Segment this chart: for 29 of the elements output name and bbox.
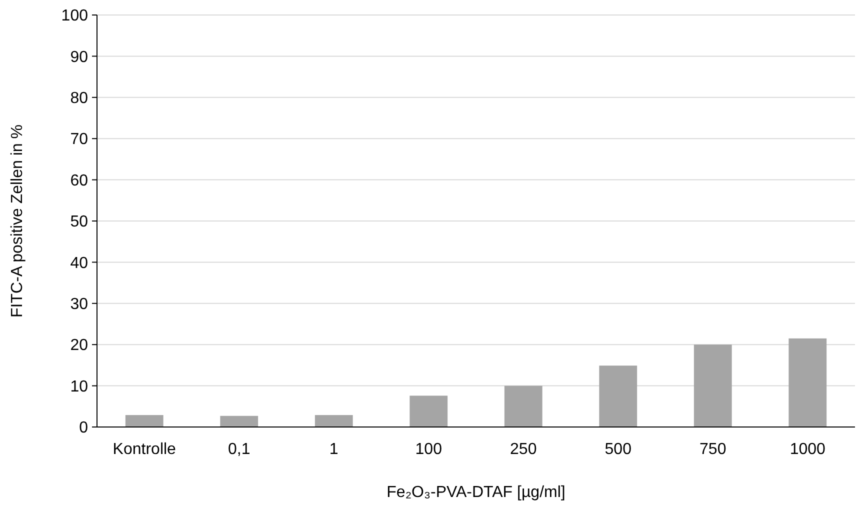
bar <box>220 416 258 427</box>
x-tick-label: 0,1 <box>228 441 250 458</box>
y-tick-label: 50 <box>70 214 88 231</box>
x-tick-label: 1000 <box>790 441 826 458</box>
y-tick-label: 80 <box>70 90 88 107</box>
y-tick-label: 30 <box>70 296 88 313</box>
y-tick-label: 70 <box>70 131 88 148</box>
bar <box>314 415 353 427</box>
y-tick-label: 10 <box>70 378 88 396</box>
y-tick-label: 60 <box>70 172 88 190</box>
y-tick-label: 100 <box>61 8 88 25</box>
x-tick-label: 100 <box>415 441 442 458</box>
x-tick-label: 250 <box>510 441 537 458</box>
y-tick-label: 40 <box>70 254 88 272</box>
x-tick-label: 500 <box>604 441 632 458</box>
bar <box>410 396 448 427</box>
y-tick-label: 90 <box>70 48 88 66</box>
bar <box>125 415 164 427</box>
bar <box>504 386 542 427</box>
x-axis-title: Fe₂O₃-PVA-DTAF [µg/ml] <box>386 484 566 501</box>
bar <box>788 338 827 427</box>
y-axis-title: FITC-A positive Zellen in % <box>9 124 26 318</box>
bar <box>599 366 638 427</box>
y-tick-label: 20 <box>70 337 88 354</box>
bar <box>694 344 732 427</box>
x-tick-label: 1 <box>329 441 338 458</box>
y-tick-label: 0 <box>79 420 88 437</box>
x-tick-label: 750 <box>700 441 726 458</box>
x-tick-label: Kontrolle <box>112 441 176 458</box>
